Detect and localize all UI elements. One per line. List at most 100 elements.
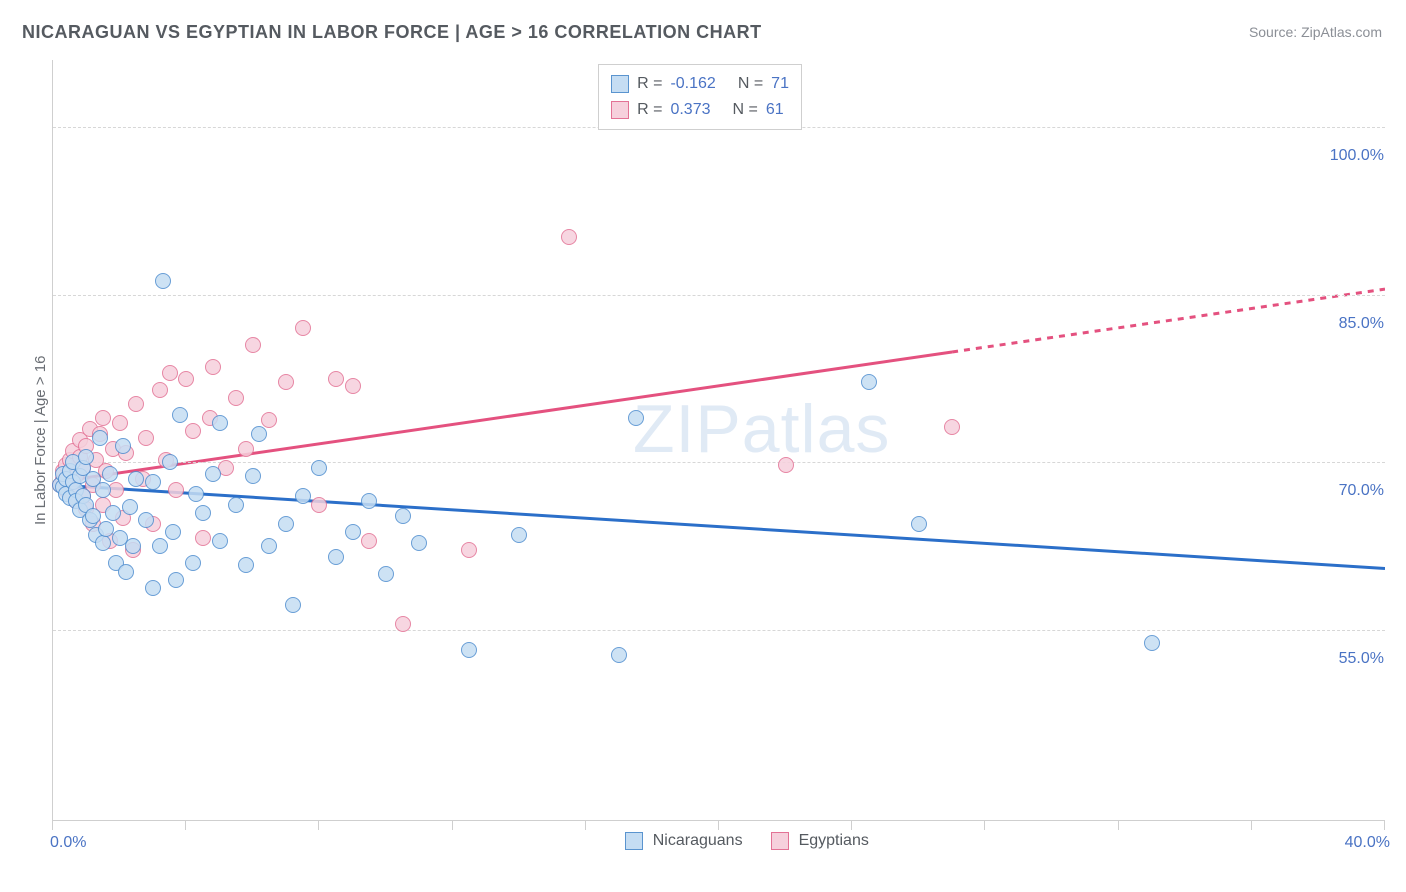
legend-row: R = -0.162 N = 71 [611, 71, 789, 97]
data-point [861, 374, 877, 390]
x-tick [718, 820, 719, 830]
data-point [278, 374, 294, 390]
n-value: 61 [766, 101, 784, 119]
data-point [245, 337, 261, 353]
data-point [378, 566, 394, 582]
data-point [168, 482, 184, 498]
data-point [251, 426, 267, 442]
data-point [228, 390, 244, 406]
legend-swatch [771, 832, 789, 850]
data-point [212, 415, 228, 431]
x-tick [1118, 820, 1119, 830]
data-point [395, 508, 411, 524]
data-point [122, 499, 138, 515]
n-value: 71 [771, 75, 789, 93]
data-point [311, 497, 327, 513]
data-point [95, 410, 111, 426]
data-point [461, 642, 477, 658]
data-point [95, 535, 111, 551]
x-tick-label: 40.0% [1336, 834, 1390, 852]
n-label: N = [733, 101, 758, 119]
data-point [261, 538, 277, 554]
legend-swatch [611, 75, 629, 93]
data-point [611, 647, 627, 663]
data-point [128, 396, 144, 412]
x-tick [851, 820, 852, 830]
data-point [195, 530, 211, 546]
r-label: R = [637, 75, 662, 93]
chart-title: NICARAGUAN VS EGYPTIAN IN LABOR FORCE | … [22, 22, 762, 43]
gridline [53, 462, 1385, 463]
watermark-text: ZIPatlas [633, 390, 890, 468]
data-point [128, 471, 144, 487]
chart-container: NICARAGUAN VS EGYPTIAN IN LABOR FORCE | … [0, 0, 1406, 892]
data-point [628, 410, 644, 426]
data-point [152, 538, 168, 554]
data-point [138, 430, 154, 446]
r-label: R = [637, 101, 662, 119]
data-point [228, 497, 244, 513]
legend-row: R =0.373N =61 [611, 97, 789, 123]
data-point [361, 493, 377, 509]
data-point [944, 419, 960, 435]
legend-swatch [625, 832, 643, 850]
data-point [261, 412, 277, 428]
plot-area: ZIPatlas [52, 60, 1385, 821]
data-point [162, 365, 178, 381]
data-point [145, 580, 161, 596]
y-tick-label: 85.0% [1314, 315, 1384, 333]
x-tick [984, 820, 985, 830]
data-point [1144, 635, 1160, 651]
data-point [295, 320, 311, 336]
data-point [92, 430, 108, 446]
data-point [238, 441, 254, 457]
data-point [188, 486, 204, 502]
data-point [285, 597, 301, 613]
legend-label: Egyptians [799, 832, 869, 850]
data-point [118, 564, 134, 580]
data-point [145, 474, 161, 490]
data-point [278, 516, 294, 532]
data-point [115, 438, 131, 454]
legend-swatch [611, 101, 629, 119]
data-point [162, 454, 178, 470]
x-tick-label: 0.0% [50, 834, 86, 852]
n-label: N = [738, 75, 763, 93]
y-tick-label: 100.0% [1314, 147, 1384, 165]
series-legend: Nicaraguans Egyptians [625, 832, 887, 850]
data-point [195, 505, 211, 521]
data-point [152, 382, 168, 398]
legend-label: Nicaraguans [653, 832, 743, 850]
data-point [328, 549, 344, 565]
data-point [395, 616, 411, 632]
data-point [155, 273, 171, 289]
data-point [295, 488, 311, 504]
y-tick-label: 70.0% [1314, 482, 1384, 500]
source-label: Source: ZipAtlas.com [1249, 24, 1382, 40]
data-point [85, 508, 101, 524]
data-point [168, 572, 184, 588]
data-point [345, 378, 361, 394]
data-point [178, 371, 194, 387]
x-tick [318, 820, 319, 830]
x-tick [185, 820, 186, 830]
r-value: -0.162 [670, 75, 715, 93]
gridline [53, 630, 1385, 631]
data-point [138, 512, 154, 528]
data-point [561, 229, 577, 245]
x-tick [585, 820, 586, 830]
data-point [205, 359, 221, 375]
data-point [345, 524, 361, 540]
data-point [112, 415, 128, 431]
correlation-legend: R =-0.162N =71R =0.373N =61 [598, 64, 802, 130]
data-point [78, 449, 94, 465]
y-tick-label: 55.0% [1314, 650, 1384, 668]
data-point [102, 466, 118, 482]
data-point [411, 535, 427, 551]
data-point [311, 460, 327, 476]
data-point [212, 533, 228, 549]
data-point [165, 524, 181, 540]
x-tick [1251, 820, 1252, 830]
data-point [172, 407, 188, 423]
gridline [53, 295, 1385, 296]
